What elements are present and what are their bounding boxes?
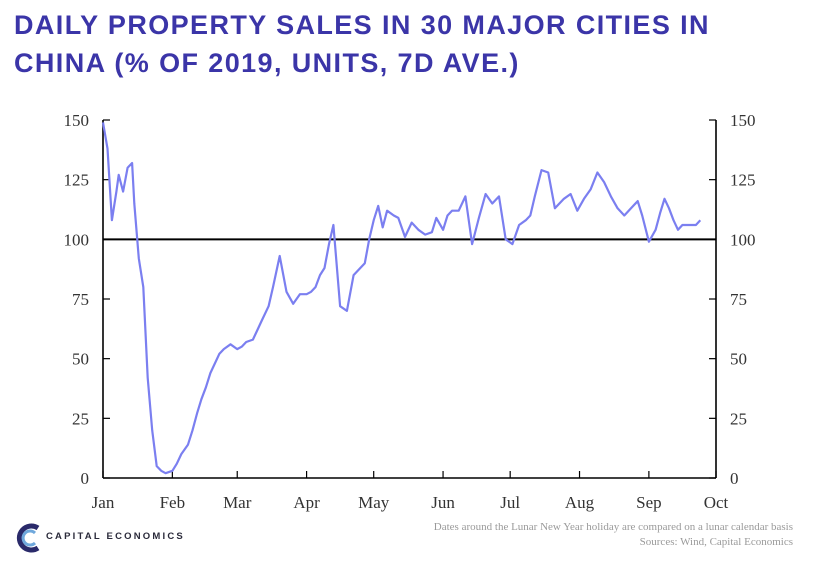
- x-tick-label: Aug: [565, 493, 595, 512]
- y-tick-label-left: 75: [72, 290, 89, 309]
- y-tick-label-left: 0: [81, 469, 90, 488]
- y-tick-label-right: 25: [730, 409, 747, 428]
- chart-title: DAILY PROPERTY SALES IN 30 MAJOR CITIES …: [14, 10, 710, 78]
- y-tick-label-right: 125: [730, 171, 756, 190]
- y-tick-label-right: 75: [730, 290, 747, 309]
- series-line: [101, 122, 702, 475]
- x-tick-label: Jun: [431, 493, 455, 512]
- x-tick-label: Jan: [92, 493, 115, 512]
- y-tick-label-right: 150: [730, 111, 756, 130]
- x-tick-label: Sep: [636, 493, 662, 512]
- y-tick-label-left: 125: [64, 171, 90, 190]
- y-tick-label-left: 50: [72, 350, 89, 369]
- x-tick-label: May: [358, 493, 390, 512]
- x-tick-label: Feb: [160, 493, 186, 512]
- y-tick-label-right: 100: [730, 230, 756, 249]
- y-tick-label-right: 0: [730, 469, 739, 488]
- y-tick-label-left: 150: [64, 111, 90, 130]
- chart-axes: 0 0 25 25 50 50 75 75 100 100 125 125 150 150 Jan Feb Ma…: [64, 111, 756, 512]
- sources-note: Sources: Wind, Capital Economics: [639, 536, 793, 548]
- x-tick-label: Mar: [223, 493, 252, 512]
- y-tick-label-left: 25: [72, 409, 89, 428]
- capital-economics-logo: CAPITAL ECONOMICS: [16, 522, 216, 554]
- x-tick-label: Apr: [293, 493, 320, 512]
- x-tick-label: Jul: [500, 493, 520, 512]
- x-tick-label: Oct: [704, 493, 729, 512]
- y-tick-label-right: 50: [730, 350, 747, 369]
- y-tick-label-left: 100: [64, 230, 90, 249]
- footnote: Dates around the Lunar New Year holiday …: [433, 521, 793, 533]
- capital-economics-c-logo-icon: [16, 523, 40, 553]
- logo-text: CAPITAL ECONOMICS: [46, 531, 185, 542]
